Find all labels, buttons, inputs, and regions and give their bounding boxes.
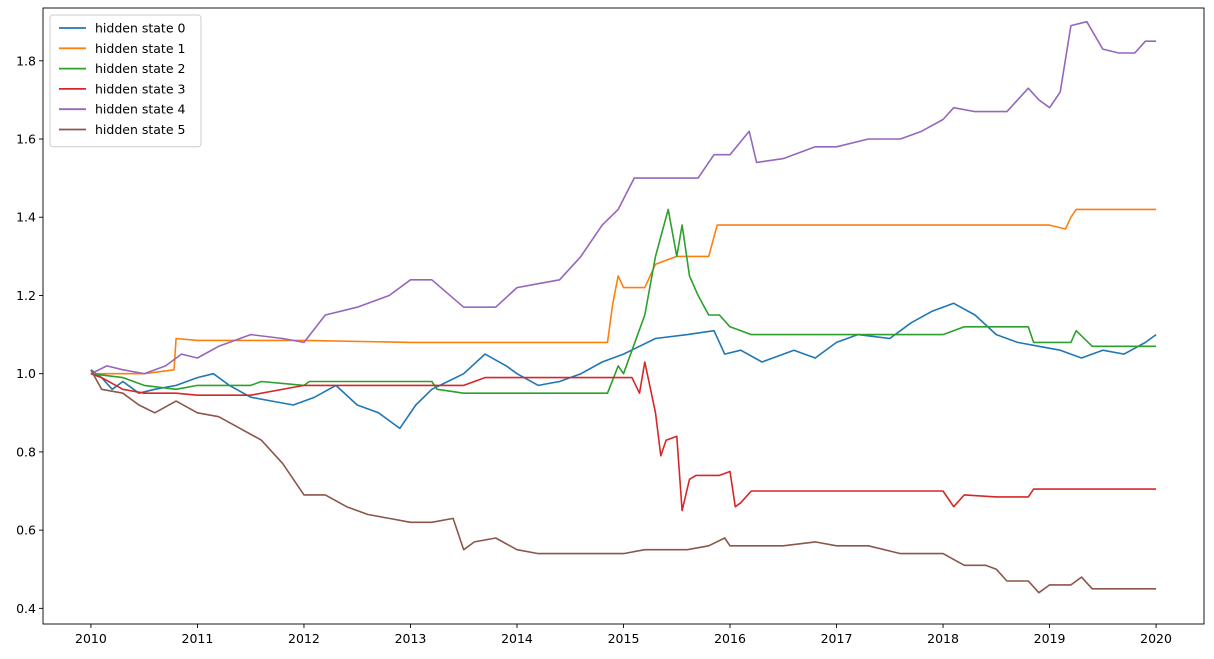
series-line-2 (90, 208, 1157, 394)
legend-box (49, 14, 202, 148)
series-line-0 (90, 302, 1157, 430)
x-tick-label: 2016 (714, 631, 746, 646)
legend-label-0: hidden state 0 (95, 21, 185, 36)
x-tick-label: 2015 (608, 631, 640, 646)
series-line-1 (90, 208, 1157, 375)
legend-label-4: hidden state 4 (95, 102, 185, 117)
x-tick-label: 2010 (75, 631, 107, 646)
y-tick-label: 1.2 (16, 288, 36, 303)
series-line-3 (90, 361, 1157, 512)
plot-frame (42, 7, 1205, 625)
x-tick-label: 2013 (395, 631, 427, 646)
y-tick-label: 0.8 (16, 444, 36, 459)
legend-label-5: hidden state 5 (95, 122, 185, 137)
y-tick-label: 1.6 (16, 132, 36, 147)
series-line-5 (90, 369, 1157, 594)
y-tick-label: 0.6 (16, 523, 36, 538)
legend-label-1: hidden state 1 (95, 41, 185, 56)
x-tick-label: 2011 (182, 631, 214, 646)
legend-label-2: hidden state 2 (95, 61, 185, 76)
y-tick-label: 1.0 (16, 366, 36, 381)
x-tick-label: 2020 (1140, 631, 1172, 646)
x-tick-label: 2019 (1034, 631, 1066, 646)
legend-label-3: hidden state 3 (95, 81, 185, 96)
y-tick-label: 1.4 (16, 210, 36, 225)
x-axis: 2010 2011 2012 2013 2014 2015 2016 2017 2018 2019… (75, 624, 1172, 646)
y-tick-label: 0.4 (16, 601, 36, 616)
x-tick-label: 2012 (288, 631, 320, 646)
plot-lines (90, 20, 1157, 594)
x-tick-label: 2017 (821, 631, 853, 646)
x-tick-label: 2014 (501, 631, 533, 646)
legend: hidden state 0 hidden state 1 hidden state… (49, 14, 202, 148)
x-tick-label: 2018 (927, 631, 959, 646)
y-axis: 0.4 0.6 0.8 1.0 1.2 1.4 1.6 1.8 (16, 53, 43, 616)
y-tick-label: 1.8 (16, 53, 36, 68)
series-line-4 (90, 20, 1157, 375)
